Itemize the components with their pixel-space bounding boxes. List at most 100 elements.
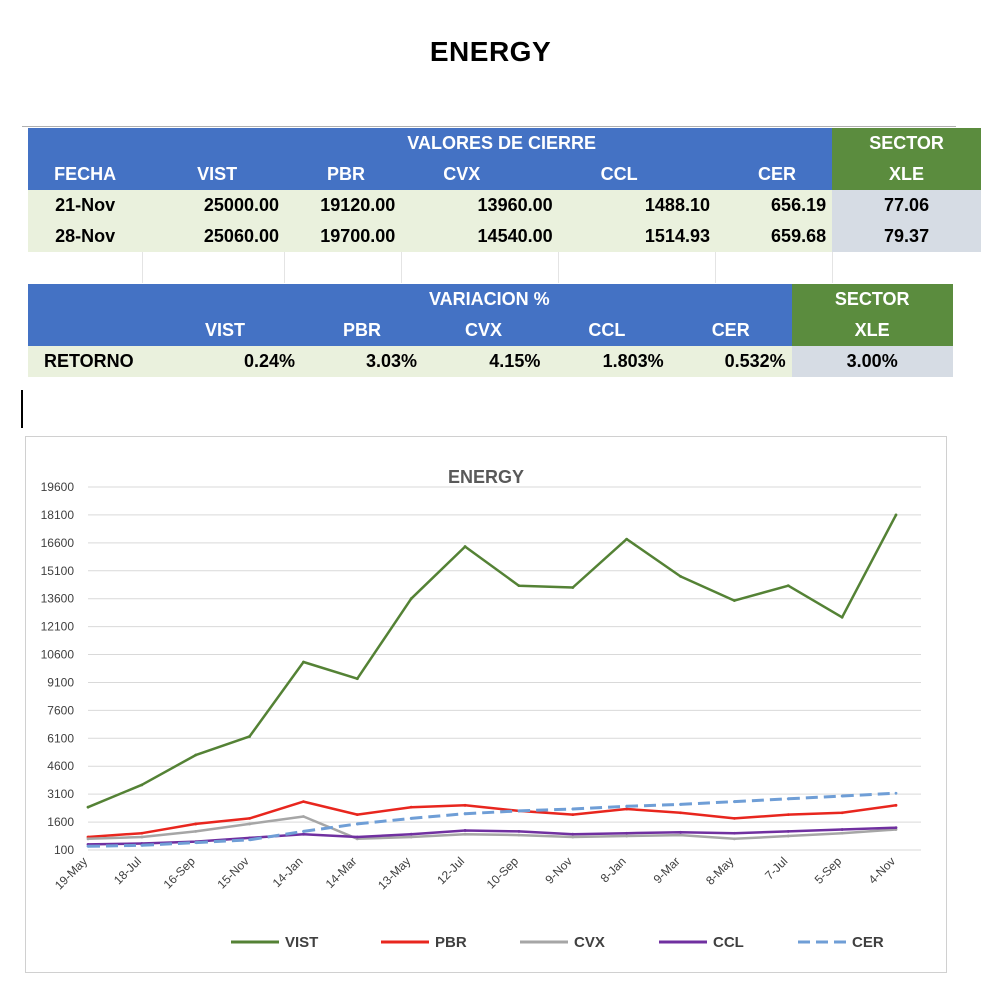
data-point — [840, 828, 844, 831]
legend-label-ccl: CCL — [713, 934, 744, 951]
x-tick-label: 14-Mar — [323, 854, 360, 891]
data-point — [140, 835, 144, 839]
data-point — [517, 833, 521, 837]
spacer-row — [28, 252, 981, 283]
data-point — [463, 545, 467, 548]
data-point — [517, 584, 521, 588]
data-point — [86, 805, 90, 809]
column-header-cer: CER — [715, 159, 833, 190]
data-point — [194, 829, 198, 833]
legend-label-vist: VIST — [285, 934, 318, 951]
y-tick-label: 12100 — [41, 620, 75, 634]
y-tick-label: 9100 — [47, 675, 74, 689]
cell-xle: 77.06 — [832, 190, 981, 221]
data-point — [786, 829, 790, 833]
cell-ccl: 1514.93 — [558, 221, 716, 252]
cell-xle: 3.00% — [791, 346, 953, 377]
data-point — [409, 597, 413, 601]
group-header-variation: VARIACION % — [423, 284, 670, 315]
data-point — [517, 809, 521, 813]
data-point — [463, 829, 467, 832]
cell-vist: 0.24% — [150, 346, 301, 377]
data-point — [140, 783, 144, 787]
cell-fecha: 28-Nov — [28, 221, 143, 252]
column-header-pbr: PBR — [284, 159, 402, 190]
data-point — [355, 822, 359, 826]
cell-vist: 25060.00 — [142, 221, 285, 252]
data-point — [894, 826, 898, 830]
cell-ccl: 1.803% — [546, 346, 670, 377]
y-tick-label: 10600 — [41, 648, 75, 662]
y-tick-label: 13600 — [41, 592, 75, 606]
data-point — [786, 813, 790, 817]
cell-pbr: 19120.00 — [284, 190, 402, 221]
column-header-vist: VIST — [150, 315, 301, 346]
table-row: 28-Nov 25060.00 19700.00 14540.00 1514.9… — [28, 221, 981, 252]
x-tick-label: 18-Jul — [111, 854, 144, 887]
data-point — [894, 803, 898, 807]
energy-line-chart: ENERGY 100 1600 3100 4600 6100 7600 9100 10600 12… — [41, 467, 921, 951]
legend-label-cvx: CVX — [574, 934, 605, 951]
legend-label-cer: CER — [852, 934, 884, 951]
cell-pbr: 3.03% — [301, 346, 423, 377]
sector-header: SECTOR — [832, 128, 981, 159]
y-tick-label: 7600 — [47, 703, 74, 717]
variation-table: VARIACION % SECTOR VIST PBR CVX CCL CER … — [28, 284, 953, 377]
data-point — [840, 615, 844, 619]
column-header-xle: XLE — [791, 315, 953, 346]
data-point — [463, 812, 467, 816]
closing-values-table: VALORES DE CIERRE SECTOR FECHA VIST PBR … — [28, 128, 981, 283]
cell-cvx: 14540.00 — [401, 221, 559, 252]
x-tick-label: 7-Jul — [762, 854, 790, 882]
x-tick-label: 12-Jul — [434, 854, 467, 887]
table-row: RETORNO 0.24% 3.03% 4.15% 1.803% 0.532% … — [28, 346, 953, 377]
data-point — [571, 835, 575, 839]
data-point — [679, 830, 682, 834]
data-point — [302, 829, 305, 833]
data-point — [571, 832, 575, 836]
column-header-ccl: CCL — [546, 315, 670, 346]
cell-xle: 79.37 — [832, 221, 981, 252]
cell-ccl: 1488.10 — [558, 190, 716, 221]
data-point — [571, 807, 575, 811]
series-line-cer — [87, 791, 897, 848]
series-line-cvx — [87, 815, 897, 841]
legend-label-pbr: PBR — [435, 934, 467, 951]
cell-cvx: 13960.00 — [401, 190, 559, 221]
data-point — [302, 660, 305, 664]
cell-cer: 0.532% — [669, 346, 792, 377]
data-point — [409, 832, 413, 836]
series-line-pbr — [87, 800, 897, 839]
cell-cer: 659.68 — [715, 221, 833, 252]
chart-container: ENERGY 100 1600 3100 4600 6100 7600 9100 10600 12… — [25, 436, 947, 973]
data-point — [194, 822, 198, 826]
data-point — [679, 833, 682, 837]
data-point — [248, 838, 252, 842]
x-tick-label: 15-Nov — [214, 854, 251, 891]
data-point — [894, 791, 898, 795]
data-point — [733, 816, 736, 820]
data-point — [248, 822, 252, 826]
data-point — [679, 574, 682, 578]
data-point — [679, 811, 682, 815]
y-tick-label: 16600 — [41, 536, 75, 550]
table-top-rule — [22, 126, 956, 127]
column-header-cvx: CVX — [423, 315, 547, 346]
data-point — [894, 513, 898, 517]
cell-pbr: 19700.00 — [284, 221, 402, 252]
x-tick-label: 9-Nov — [542, 854, 575, 887]
data-point — [625, 834, 629, 838]
data-point — [302, 832, 305, 836]
y-tick-label: 19600 — [41, 480, 75, 494]
data-point — [625, 537, 629, 541]
y-tick-label: 100 — [54, 843, 74, 857]
data-point — [409, 835, 413, 839]
cell-cer: 656.19 — [715, 190, 833, 221]
column-header-vist: VIST — [142, 159, 285, 190]
series-line-vist — [87, 514, 898, 809]
data-point — [840, 811, 844, 815]
column-header-cer: CER — [669, 315, 792, 346]
y-tick-label: 1600 — [47, 815, 74, 829]
cell-fecha: 21-Nov — [28, 190, 143, 221]
y-tick-label: 3100 — [47, 787, 74, 801]
